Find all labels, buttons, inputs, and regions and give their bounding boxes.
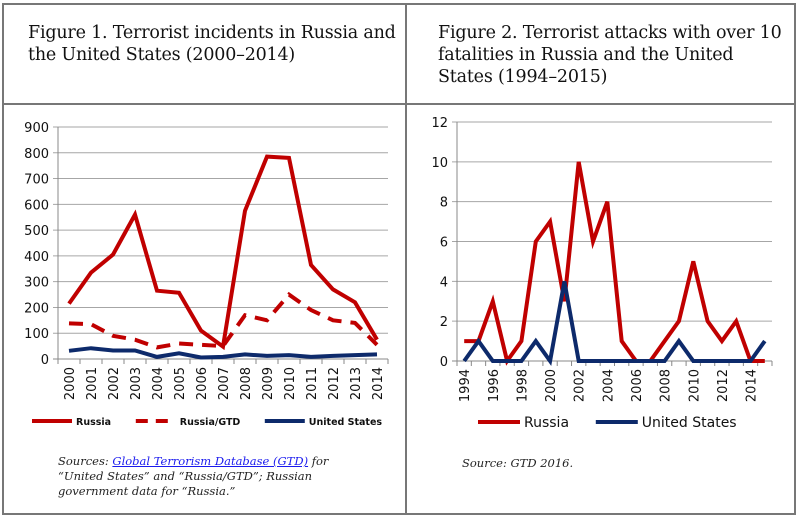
- x-tick-label: 2012: [327, 367, 342, 400]
- series-line-united-states: [68, 346, 378, 360]
- figure-1-title: Figure 1. Terrorist incidents in Russia …: [28, 23, 396, 65]
- y-tick-label: 200: [24, 301, 49, 316]
- x-tick-label: 2006: [195, 367, 210, 400]
- x-tick-label: 2007: [217, 367, 232, 400]
- figure-2-title: Figure 2. Terrorist attacks with over 10…: [438, 23, 782, 87]
- y-tick-label: 600: [24, 198, 49, 213]
- source-suffix: for “United States” and “Russia/GTD”; Ru…: [58, 454, 329, 498]
- figure-2-source: Source: GTD 2016.: [462, 456, 574, 470]
- x-tick-label: 2013: [349, 367, 364, 400]
- x-tick-label: 2004: [151, 367, 166, 400]
- y-tick-label: 300: [24, 276, 49, 291]
- legend-label: Russia/GTD: [180, 417, 241, 428]
- x-tick-label: 2003: [129, 367, 144, 400]
- figure-frame: [2, 3, 796, 515]
- x-tick-label: 2002: [107, 367, 122, 400]
- y-tick-label: 800: [24, 147, 49, 162]
- x-tick-label: 2010: [283, 367, 298, 400]
- x-tick-label: 2005: [173, 367, 188, 400]
- legend-label: Russia: [76, 417, 111, 428]
- x-tick-label: 2001: [85, 367, 100, 400]
- figure-1-source: Sources: Global Terrorism Database (GTD)…: [58, 454, 358, 499]
- series-line-russia-gtd: [68, 291, 379, 350]
- legend-label: United States: [309, 417, 383, 428]
- x-tick-label: 2014: [371, 367, 386, 400]
- y-tick-label: 0: [41, 353, 49, 368]
- y-tick-label: 900: [24, 121, 49, 136]
- x-tick-label: 2000: [63, 367, 78, 400]
- header-divider: [2, 103, 796, 105]
- column-divider: [405, 3, 407, 515]
- source-prefix: Sources:: [58, 454, 113, 468]
- y-tick-label: 400: [24, 250, 49, 265]
- y-tick-label: 700: [24, 173, 49, 188]
- x-tick-label: 2011: [305, 367, 320, 400]
- gtd-link[interactable]: Global Terrorism Database (GTD): [112, 454, 309, 468]
- x-tick-label: 2008: [239, 367, 254, 400]
- x-tick-label: 2009: [261, 367, 276, 400]
- series-line-russia: [67, 154, 379, 351]
- y-tick-label: 100: [24, 327, 49, 342]
- y-tick-label: 500: [24, 224, 49, 239]
